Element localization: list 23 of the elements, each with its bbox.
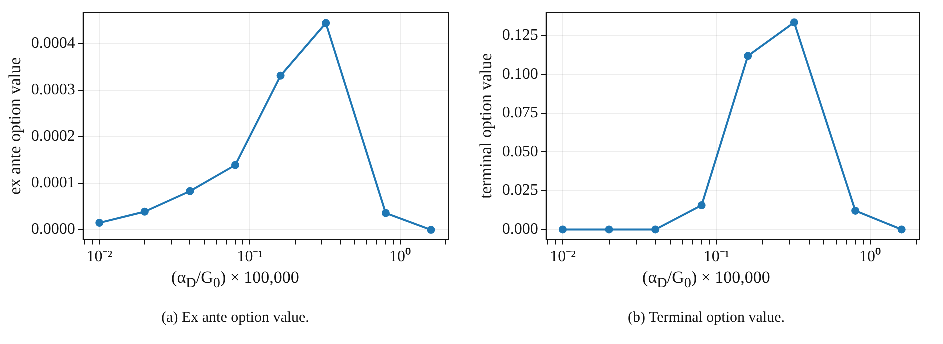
y-tick-label: 0.025 bbox=[502, 182, 538, 200]
y-tick-label: 0.075 bbox=[502, 104, 538, 122]
x-axis-title: (α$_{D}$/G$_{0}$) × 100,000 bbox=[642, 268, 770, 292]
text: (a) Ex ante option value. bbox=[162, 310, 310, 328]
y-tick-label: 0.125 bbox=[502, 27, 538, 44]
y-axis-title: ex ante option value bbox=[6, 58, 25, 195]
y-tick-label: 0.000 bbox=[502, 220, 538, 238]
text: (b) Terminal option value. bbox=[628, 310, 785, 328]
x-tick-label: 10⁰ bbox=[859, 248, 882, 266]
y-tick-label: 0.0004 bbox=[31, 34, 76, 52]
y-tick-label: 0.100 bbox=[502, 66, 538, 83]
y-tick-label: 0.0003 bbox=[31, 82, 76, 99]
x-tick-label: 10⁰ bbox=[390, 248, 412, 266]
y-tick-label: 0.0002 bbox=[31, 128, 76, 146]
x-axis-title: (α$_{D}$/G$_{0}$) × 100,000 bbox=[172, 268, 300, 292]
y-axis-title: terminal option value bbox=[476, 53, 496, 199]
y-tick-label: 0.0001 bbox=[31, 174, 76, 192]
x-tick-label: 10⁻¹ bbox=[704, 248, 730, 266]
x-tick-label: 10⁻¹ bbox=[237, 248, 264, 266]
y-tick-label: 0.050 bbox=[502, 143, 538, 160]
x-tick-label: 10⁻² bbox=[550, 248, 576, 266]
x-tick-label: 10⁻² bbox=[86, 248, 113, 266]
y-tick-label: 0.0000 bbox=[31, 221, 76, 238]
